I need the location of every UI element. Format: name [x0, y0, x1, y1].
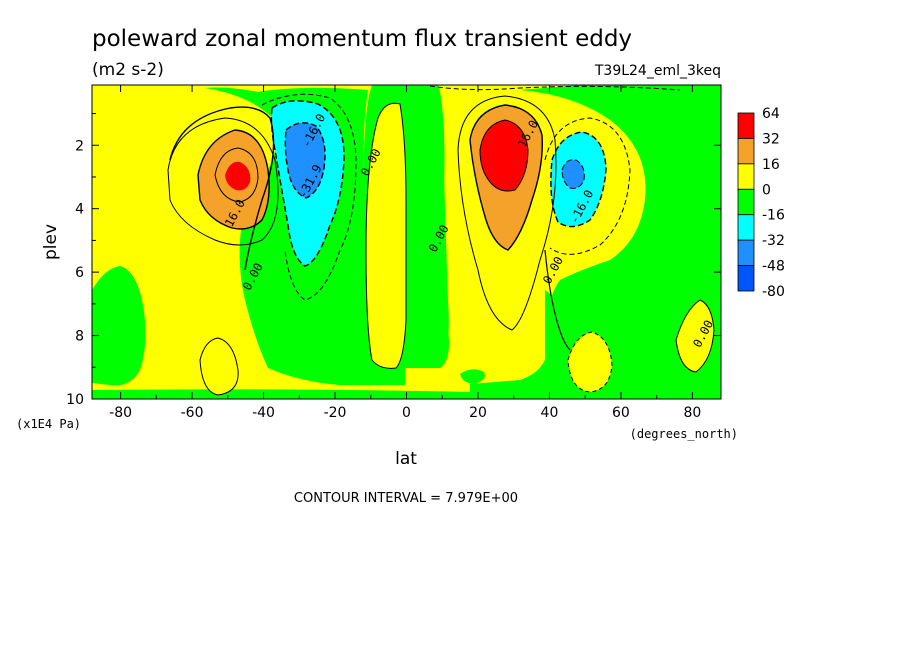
green-blob-sh	[326, 372, 351, 384]
contour-field	[92, 85, 721, 399]
red-core-sh	[225, 161, 251, 191]
contour-zero-sh	[169, 106, 275, 271]
contour-pos-nh-inner	[479, 119, 529, 192]
y-tick-label: 10	[66, 392, 84, 408]
y-tick-label: 4	[75, 202, 84, 218]
colorbar-swatch	[737, 214, 755, 241]
colorbar-label: -16	[762, 208, 785, 224]
contour-neg-nh-inner	[561, 159, 585, 189]
y-axis-label: plev	[41, 224, 61, 260]
yellow-patch-nh-low	[568, 332, 612, 392]
contour-interval: CONTOUR INTERVAL = 7.979E+00	[294, 491, 518, 506]
x-tick-label: -40	[252, 405, 275, 421]
x-tick-label: 80	[683, 405, 701, 421]
contour-pos-nh-outer	[457, 95, 557, 331]
contour-neg-nh-outer	[544, 117, 631, 255]
x-tick-label: -20	[324, 405, 347, 421]
colorbar-label: 64	[762, 106, 780, 122]
x-tick-label: 60	[612, 405, 630, 421]
contour-pos-sh-mid	[197, 129, 270, 230]
red-core-nh	[480, 120, 528, 191]
contour-pos-sh-outer	[167, 117, 279, 246]
contour-neg-sh-mid	[270, 100, 345, 267]
contour-neg-sh-outer	[261, 93, 357, 301]
colorbar-swatch	[737, 163, 755, 190]
run-label: T39L24_eml_3keq	[594, 63, 721, 79]
y-axis: 2 4 6 8 10	[66, 113, 721, 408]
colorbar-label: 0	[762, 182, 771, 198]
contour-neg-sh-inner	[284, 122, 326, 199]
x-tick-label: -80	[109, 405, 132, 421]
blue-core-sh	[285, 122, 325, 198]
colorbar-label: -32	[762, 233, 785, 249]
contour-zero-nh	[544, 249, 571, 351]
contour-lines	[167, 85, 715, 396]
colorbar-swatch	[737, 112, 755, 139]
y-axis-units: (x1E4 Pa)	[16, 417, 81, 431]
colorbar-label: -80	[762, 284, 785, 300]
contour-zero-equator	[365, 102, 407, 369]
yellow-patch-equator	[366, 103, 406, 369]
colorbar-label: 16	[762, 157, 780, 173]
yellow-patch-nh-pole	[676, 300, 714, 372]
x-axis-units: (degrees_north)	[630, 427, 738, 441]
green-region-sh-pole	[92, 266, 146, 386]
contour-neg-nh-mid	[550, 131, 607, 228]
contour-top-dashed	[429, 85, 681, 91]
contour-low-nh	[567, 331, 613, 393]
x-axis: -80 -60 -40 -20 0 20 40 60 80	[109, 85, 701, 421]
colorbar-swatch	[737, 138, 755, 165]
contour-pos-nh-mid	[469, 104, 543, 251]
colorbar-swatch	[737, 265, 755, 292]
green-blob-nh	[460, 369, 485, 384]
contour-low-sh	[199, 337, 239, 396]
colorbar-label: 32	[762, 131, 780, 147]
y-tick-label: 2	[75, 138, 84, 154]
x-tick-label: 40	[541, 405, 559, 421]
y-tick-label: 8	[75, 329, 84, 345]
blue-core-nh	[562, 159, 585, 189]
x-tick-label: -60	[181, 405, 204, 421]
contour-pos-sh-inner	[214, 147, 259, 203]
contour-nh-pole	[675, 299, 715, 373]
y-tick-label: 6	[75, 265, 84, 281]
x-tick-label: 20	[469, 405, 487, 421]
green-region-nh	[470, 85, 721, 395]
colorbar-swatch	[737, 188, 755, 216]
chart-title: poleward zonal momentum flux transient e…	[92, 26, 632, 52]
x-axis-label: lat	[395, 449, 417, 469]
colorbar-swatch	[737, 239, 755, 266]
yellow-patch-sh-low	[200, 338, 239, 395]
x-tick-label: 0	[402, 405, 411, 421]
colorbar: 64 32 16 0 -16 -32 -48 -80	[737, 106, 785, 300]
colorbar-label: -48	[762, 259, 785, 275]
green-region-center	[405, 88, 449, 369]
chart-units: (m2 s-2)	[92, 60, 164, 80]
